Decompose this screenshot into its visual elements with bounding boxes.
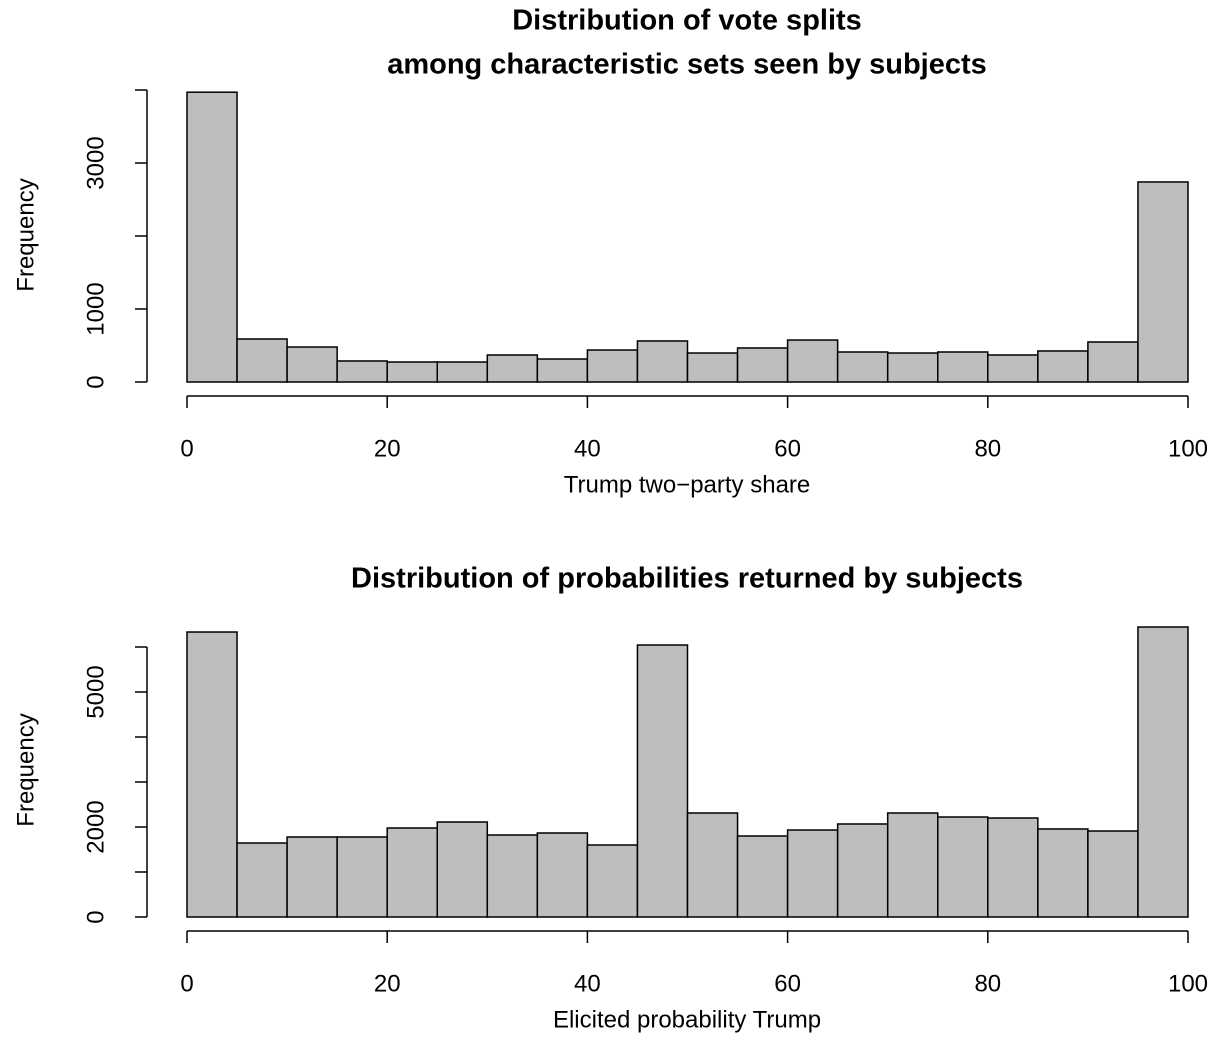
x-tick-label: 60 [774, 970, 801, 997]
bar [586, 844, 639, 918]
y-tick-label: 5000 [82, 665, 109, 718]
bar [336, 836, 388, 918]
x-axis-label: Elicited probability Trump [553, 1006, 821, 1033]
bar [536, 832, 589, 918]
bar [886, 812, 939, 918]
bar [1137, 626, 1189, 918]
bar [436, 361, 489, 383]
y-tick-label: 0 [82, 910, 109, 923]
bar [536, 358, 589, 383]
y-tick-label: 2000 [82, 800, 109, 853]
chart-title: among characteristic sets seen by subjec… [387, 49, 987, 81]
bar [1087, 830, 1139, 918]
bar [987, 817, 1039, 918]
bar [786, 339, 839, 383]
bar [486, 834, 539, 918]
bar [686, 352, 739, 383]
x-tick-label: 100 [1168, 435, 1208, 462]
x-tick-label: 40 [574, 435, 601, 462]
bar [386, 361, 439, 383]
x-tick-label: 20 [374, 435, 401, 462]
x-axis-label: Trump two−party share [564, 471, 811, 498]
bar [186, 631, 238, 918]
x-tick-label: 80 [974, 435, 1001, 462]
x-tick-label: 0 [180, 970, 193, 997]
y-axis-label: Frequency [12, 178, 39, 291]
x-tick-label: 60 [774, 435, 801, 462]
bar [636, 340, 689, 383]
bar [1087, 341, 1139, 383]
bar [937, 816, 989, 918]
bar [336, 360, 388, 383]
bar [436, 821, 489, 918]
bar [786, 829, 839, 918]
chart-title: Distribution of vote splits [512, 5, 862, 37]
bar [1137, 181, 1189, 383]
bar [186, 91, 238, 383]
y-tick-label: 3000 [82, 136, 109, 189]
bar [886, 352, 939, 383]
bar [386, 827, 439, 918]
x-tick-label: 0 [180, 435, 193, 462]
bar [736, 835, 789, 918]
bar [636, 644, 689, 918]
y-axis-label: Frequency [12, 713, 39, 826]
x-tick-label: 20 [374, 970, 401, 997]
bar [1037, 828, 1089, 918]
y-tick-label: 0 [82, 375, 109, 388]
x-tick-label: 80 [974, 970, 1001, 997]
bar [987, 354, 1039, 383]
bar [286, 836, 338, 918]
bar [486, 354, 539, 383]
bar [836, 351, 889, 383]
bar [1037, 350, 1089, 383]
bar [586, 349, 639, 383]
x-tick-label: 40 [574, 970, 601, 997]
bar [937, 351, 989, 383]
bar [236, 842, 288, 918]
bar [736, 347, 789, 383]
bar [836, 823, 889, 918]
bar [686, 812, 739, 918]
y-tick-label: 1000 [82, 282, 109, 335]
x-tick-label: 100 [1168, 970, 1208, 997]
bar [236, 338, 288, 383]
chart-title: Distribution of probabilities returned b… [351, 563, 1023, 595]
bar [286, 346, 338, 383]
